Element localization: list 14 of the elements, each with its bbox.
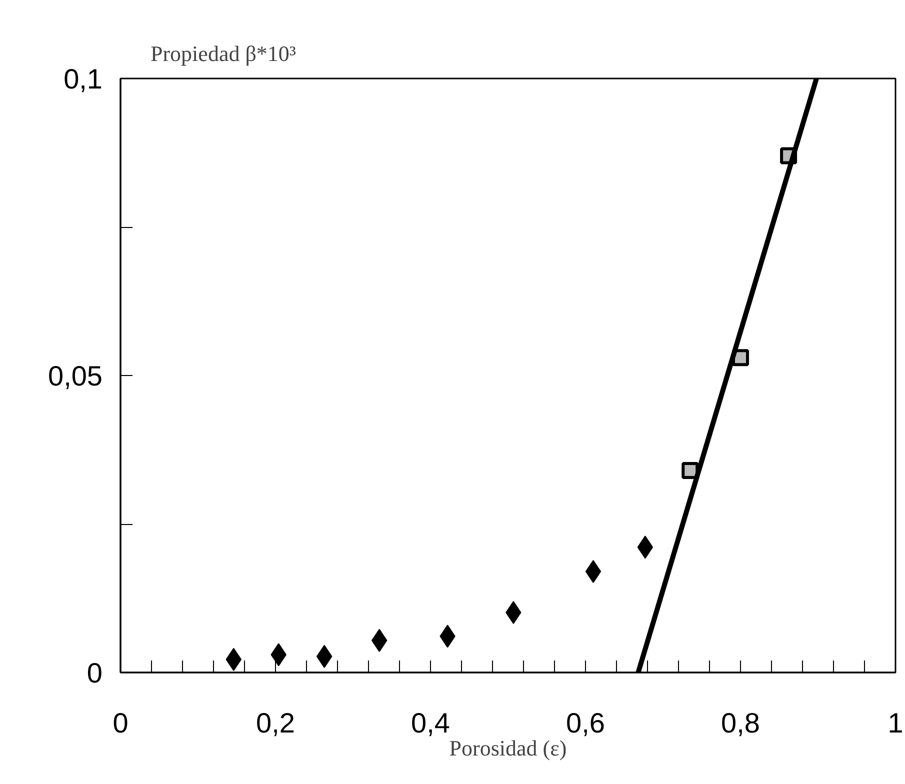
x-tick-label: 1 [888, 708, 904, 738]
x-tick-label: 0 [112, 708, 128, 738]
point [585, 560, 602, 584]
y-tick-label: 0 [86, 658, 103, 688]
x-tick-label: 0,6 [566, 708, 605, 738]
y-tick-label: 0,1 [64, 64, 103, 94]
point [316, 644, 332, 668]
x-tick-label: 0,8 [721, 708, 760, 738]
x-axis-title: Porosidad (ε) [449, 736, 567, 760]
point [637, 536, 654, 559]
y-tick-label: 0,05 [48, 360, 103, 392]
x-tick-label: 0,4 [411, 708, 450, 738]
x-tick-label: 0,2 [256, 708, 295, 738]
y-axis-title: Propiedad β*10³ [150, 41, 296, 66]
